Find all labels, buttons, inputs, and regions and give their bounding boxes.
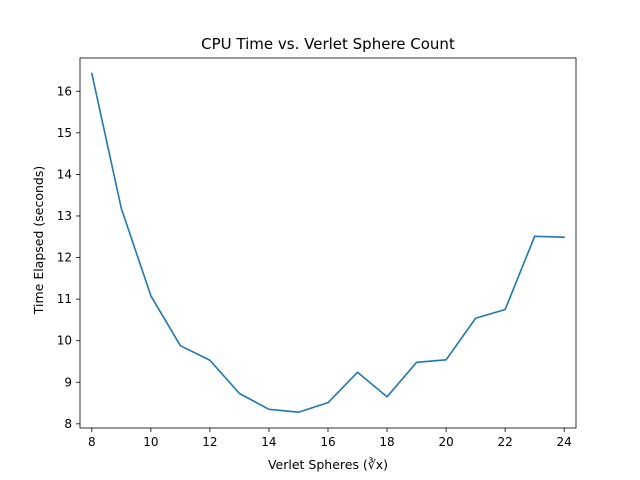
- y-tick-label: 8: [64, 417, 72, 431]
- x-tick-label: 16: [320, 435, 335, 449]
- x-tick-label: 18: [379, 435, 394, 449]
- x-tick-label: 14: [261, 435, 276, 449]
- x-tick-label: 22: [498, 435, 513, 449]
- y-axis-label: Time Elapsed (seconds): [31, 166, 46, 316]
- x-axis-ticks: 8 10 12 14 16 18 20 22 24: [88, 428, 572, 449]
- y-tick-label: 15: [57, 126, 72, 140]
- x-axis-label: Verlet Spheres (∛x): [268, 457, 388, 472]
- y-axis-ticks: 8 9 10 11 12 13 14 15 16: [57, 84, 80, 431]
- series-line: [91, 72, 565, 414]
- series-layer: [91, 72, 565, 414]
- x-tick-label: 8: [88, 435, 96, 449]
- y-tick-label: 14: [57, 167, 72, 181]
- plot-frame: [79, 57, 577, 429]
- y-tick-label: 11: [57, 292, 72, 306]
- x-tick-label: 24: [557, 435, 572, 449]
- chart-title: CPU Time vs. Verlet Sphere Count: [201, 35, 455, 53]
- x-tick-label: 12: [202, 435, 217, 449]
- plot-area: [79, 57, 577, 429]
- y-tick-label: 9: [64, 375, 72, 389]
- x-tick-label: 20: [438, 435, 453, 449]
- y-tick-label: 16: [57, 84, 72, 98]
- y-tick-label: 10: [57, 334, 72, 348]
- y-tick-label: 12: [57, 251, 72, 265]
- y-tick-label: 13: [57, 209, 72, 223]
- x-tick-label: 10: [143, 435, 158, 449]
